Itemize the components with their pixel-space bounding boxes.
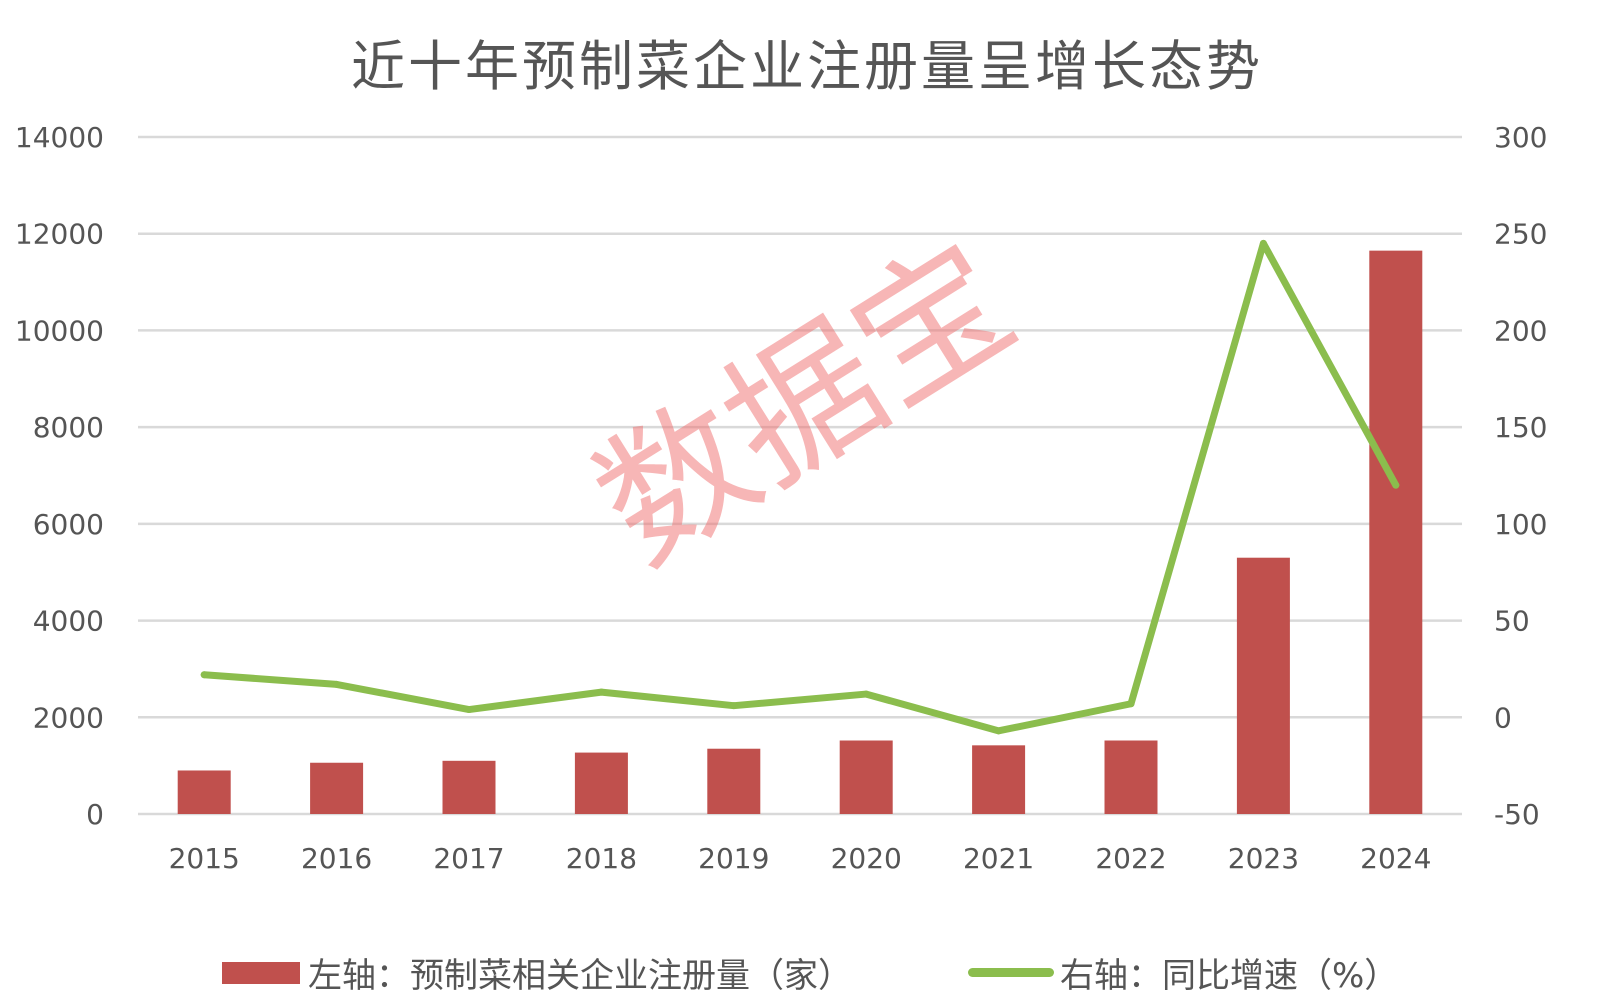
x-tick-label: 2016 (301, 842, 372, 875)
y-left-tick-label: 0 (86, 798, 104, 831)
bar-2024 (1369, 250, 1423, 814)
line-point-2024 (1392, 481, 1400, 489)
legend-line-label: 右轴：同比增速（%） (1060, 956, 1399, 996)
growth-line (200, 239, 1400, 735)
line-point-2022 (1127, 700, 1135, 708)
bar-2016 (310, 762, 364, 814)
chart-title: 近十年预制菜企业注册量呈增长态势 (351, 35, 1263, 98)
line-point-2017 (465, 706, 473, 714)
y-right-tick-label: 250 (1494, 218, 1547, 251)
line-series (200, 239, 1400, 735)
y-right-tick-label: 300 (1494, 121, 1547, 154)
x-tick-label: 2021 (963, 842, 1034, 875)
y-right-tick-label: 200 (1494, 314, 1547, 347)
bar-2022 (1104, 740, 1158, 814)
legend-line-swatch (968, 968, 1054, 977)
legend-item-line: 右轴：同比增速（%） (968, 948, 1398, 997)
line-point-2019 (730, 702, 738, 710)
x-tick-label: 2018 (566, 842, 637, 875)
bar-2018 (574, 752, 628, 814)
y-right-tick-label: 0 (1494, 701, 1512, 734)
bar-2021 (972, 745, 1026, 814)
x-tick-label: 2022 (1095, 842, 1166, 875)
y-right-tick-label: -50 (1494, 798, 1540, 831)
line-point-2020 (862, 690, 870, 698)
line-point-2021 (995, 727, 1003, 735)
legend: 左轴：预制菜相关企业注册量（家） 右轴：同比增速（%） (0, 948, 1614, 998)
y-right-tick-label: 150 (1494, 411, 1547, 444)
y-left-tick-label: 4000 (33, 605, 104, 638)
y-left-tick-label: 14000 (15, 121, 104, 154)
y-right-tick-label: 100 (1494, 508, 1547, 541)
y-left-tick-label: 10000 (15, 314, 104, 347)
x-tick-label: 2020 (831, 842, 902, 875)
line-point-2016 (333, 680, 341, 688)
y-left-tick-label: 12000 (15, 218, 104, 251)
y-left-tick-label: 6000 (33, 508, 104, 541)
legend-item-bar: 左轴：预制菜相关企业注册量（家） (222, 948, 852, 997)
bar-series (177, 250, 1423, 814)
x-tick-label: 2023 (1228, 842, 1299, 875)
y-left-tick-label: 8000 (33, 411, 104, 444)
x-tick-label: 2019 (698, 842, 769, 875)
x-tick-label: 2017 (433, 842, 504, 875)
line-point-2018 (597, 688, 605, 696)
line-point-2023 (1259, 239, 1267, 247)
bar-2023 (1236, 557, 1290, 814)
legend-bar-label: 左轴：预制菜相关企业注册量（家） (308, 956, 852, 996)
y-right-tick-label: 50 (1494, 605, 1530, 638)
bar-2017 (442, 760, 496, 814)
y-left-tick-label: 2000 (33, 701, 104, 734)
x-tick-label: 2015 (169, 842, 240, 875)
x-tick-label: 2024 (1360, 842, 1431, 875)
line-point-2015 (200, 671, 208, 679)
bar-2019 (707, 748, 761, 814)
legend-bar-swatch (222, 961, 300, 984)
axis-ticks: 0 2000 4000 6000 8000 10000 12000 14000 -50 0 50 10… (15, 121, 1548, 875)
bar-2015 (177, 770, 231, 814)
bar-2020 (839, 740, 893, 814)
